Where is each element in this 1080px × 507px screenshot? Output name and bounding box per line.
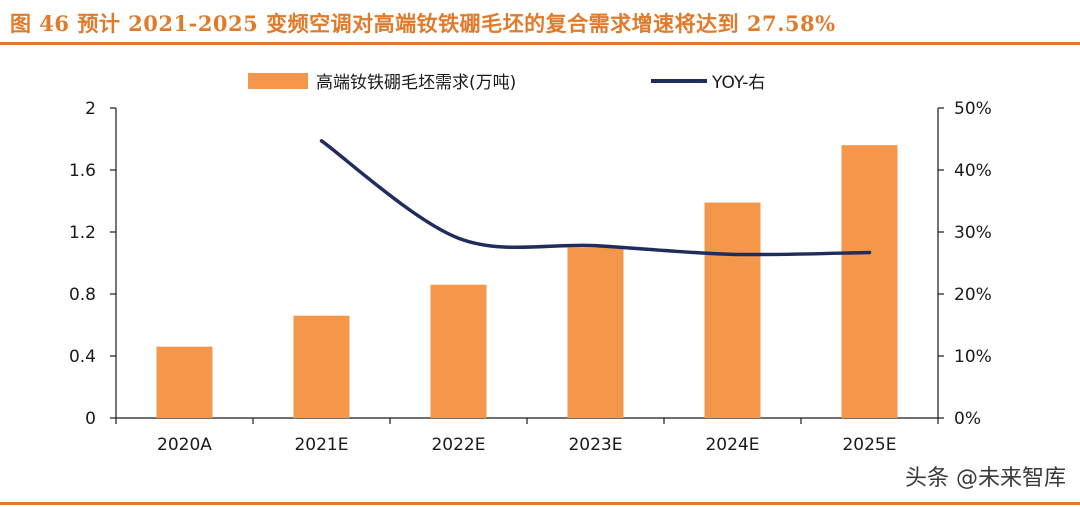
y-right-tick-label: 40%	[954, 161, 992, 181]
y-right-tick-label: 20%	[954, 285, 992, 305]
x-tick-label: 2025E	[842, 435, 896, 455]
bar	[156, 346, 213, 418]
legend-label-line: YOY-右	[711, 73, 765, 93]
y-right-tick-label: 50%	[954, 99, 992, 119]
bar-series	[156, 145, 898, 418]
bar	[841, 145, 898, 418]
title-divider	[0, 42, 1080, 45]
y-left-tick-label: 0.8	[69, 285, 96, 305]
yoy-line	[319, 139, 872, 257]
x-tick-label: 2020A	[157, 435, 212, 455]
x-tick-label: 2024E	[705, 435, 759, 455]
legend-label-bar: 高端钕铁硼毛坯需求(万吨)	[316, 73, 516, 93]
legend: 高端钕铁硼毛坯需求(万吨) YOY-右	[248, 73, 765, 93]
bottom-divider	[0, 502, 1080, 505]
bar	[430, 284, 487, 418]
y-left-tick-label: 1.2	[69, 223, 96, 243]
x-tick-label: 2021E	[294, 435, 348, 455]
x-tick-label: 2022E	[431, 435, 485, 455]
y-right-tick-label: 30%	[954, 223, 992, 243]
x-tick-label: 2023E	[568, 435, 622, 455]
legend-swatch-bar	[248, 73, 308, 89]
bar	[567, 247, 624, 418]
axes: 00.40.81.21.620%10%20%30%40%50%2020A 2021…	[69, 99, 992, 455]
watermark: 头条 @未来智库	[905, 466, 1066, 491]
y-right-tick-label: 0%	[954, 409, 981, 429]
y-right-tick-label: 10%	[954, 347, 992, 367]
y-left-tick-label: 0.4	[69, 347, 96, 367]
y-left-tick-label: 1.6	[69, 161, 96, 181]
figure-title: 图 46 预计 2021-2025 变频空调对高端钕铁硼毛坯的复合需求增速将达到…	[10, 11, 836, 36]
bar	[293, 315, 350, 418]
bar	[704, 202, 761, 418]
y-left-tick-label: 2	[85, 99, 96, 119]
y-left-tick-label: 0	[85, 409, 96, 429]
line-series	[319, 139, 872, 257]
